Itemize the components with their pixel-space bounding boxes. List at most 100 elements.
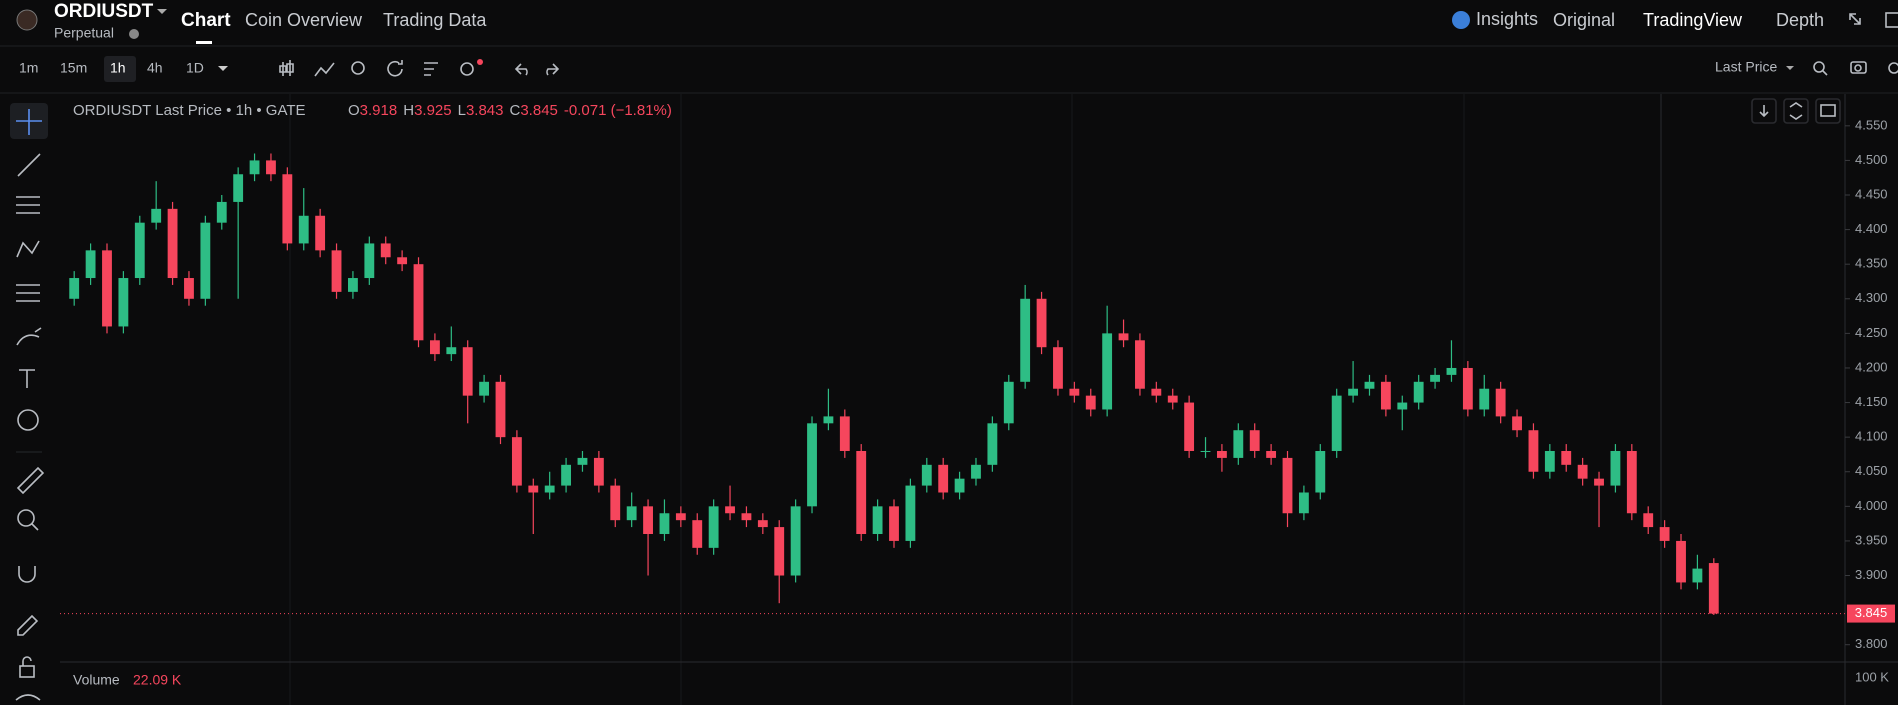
candle-body [528,485,539,493]
candle-body [413,264,424,341]
y-tick-label: 4.100 [1855,429,1888,444]
legend-o-label: O [348,102,360,119]
symbol[interactable]: ORDIUSDT [54,1,154,22]
candle-body [577,457,588,465]
candle-body [741,513,752,521]
y-tick-label: 4.450 [1855,186,1888,201]
candle-body [249,160,260,175]
candle-body [495,381,506,438]
candle-body [1512,416,1522,431]
candle-body [1479,388,1490,410]
y-tick-label: 4.550 [1855,117,1888,132]
contract: Perpetual [54,25,114,41]
candle-body [315,215,326,251]
candle-body [757,520,768,528]
candle-body [1446,367,1457,375]
y-tick-label: 3.900 [1855,567,1888,582]
candle-body [1331,395,1342,451]
candle-body [1282,457,1293,514]
candle-body [429,340,440,355]
legend-c-label: C [510,102,521,119]
candle-body [118,278,129,327]
right-tools[interactable] [1813,61,1898,76]
tab[interactable]: Coin Overview [245,10,363,30]
collapse-icon[interactable] [1849,13,1861,25]
legend-o: 3.918 [360,102,398,119]
candle-body [1200,450,1211,452]
candle-body [807,423,817,507]
candle-body [1036,298,1047,348]
candle-body [298,215,309,244]
window-icon[interactable] [1885,12,1898,28]
candle-body [1430,374,1440,382]
candle-body [151,208,162,223]
candle-body [905,485,916,541]
interval[interactable]: 15m [60,60,87,76]
pane-buttons[interactable] [1751,98,1841,124]
candle-body [1167,395,1178,403]
legend-change: -0.071 (−1.81%) [564,102,672,119]
legend-c: 3.845 [520,102,558,119]
candle-body [544,485,555,493]
tab[interactable]: Chart [181,10,231,31]
interval[interactable]: 1D [186,60,204,76]
y-tick-label: 3.950 [1855,532,1888,547]
candle-body [938,464,949,493]
caret [157,9,167,14]
candle-body [1643,513,1654,528]
candle-body [1217,450,1227,458]
candle-body [102,250,112,327]
interval[interactable]: 4h [147,60,163,76]
drawing-tools[interactable] [15,109,45,701]
candle-body [1085,395,1096,410]
candle-body [397,257,408,265]
y-tick-label: 4.400 [1855,221,1888,236]
candle-body [774,527,785,576]
tab[interactable]: Trading Data [383,10,487,30]
candle-body [659,513,670,535]
candle-body [1348,388,1359,396]
candle-body [1184,402,1195,451]
notice-dot [477,59,483,65]
last-price-label: 3.845 [1855,605,1888,620]
interval[interactable]: 1m [19,60,38,76]
y-tick-label: 4.500 [1855,152,1888,167]
candle-body [1692,568,1703,583]
header-link[interactable]: TradingView [1643,10,1743,30]
candle-body [85,250,96,279]
chart-tools[interactable] [279,60,560,77]
legend-title: ORDIUSDT Last Price • 1h • GATE [73,102,306,119]
legend-h-label: H [403,102,414,119]
volume-tick-label: 100 K [1855,669,1889,684]
candle-body [1676,540,1686,583]
tab-underline [196,41,212,44]
header-link[interactable]: Original [1553,10,1615,30]
candle-body [1659,527,1670,541]
candle-body [216,201,227,223]
y-tick-label: 4.150 [1855,394,1888,409]
info-icon [129,29,139,39]
volume-label: Volume [73,672,120,688]
price-type[interactable]: Last Price [1715,59,1777,75]
interval-selected [104,56,136,82]
header-link[interactable]: Depth [1776,10,1824,30]
candle-body [1577,464,1588,479]
candle-body [1102,333,1113,410]
candle-body [593,457,604,486]
legend-ohlc: O3.918 H3.925 L3.843 C3.845 -0.071 (−1.81%) [348,102,672,119]
legend-h: 3.925 [414,102,452,119]
y-tick-label: 4.350 [1855,256,1888,271]
caret [218,66,228,71]
candle-body [69,278,80,299]
volume-value: 22.09 K [133,672,182,688]
header-link[interactable]: Insights [1476,9,1538,29]
candle-body [954,478,965,493]
candle-body [839,416,850,451]
candle-body [971,464,981,479]
candle-body [1495,388,1506,417]
candle-body [643,506,653,535]
interval[interactable]: 1h [110,60,126,76]
candle-body [1462,367,1473,410]
candle-body [1069,388,1080,396]
